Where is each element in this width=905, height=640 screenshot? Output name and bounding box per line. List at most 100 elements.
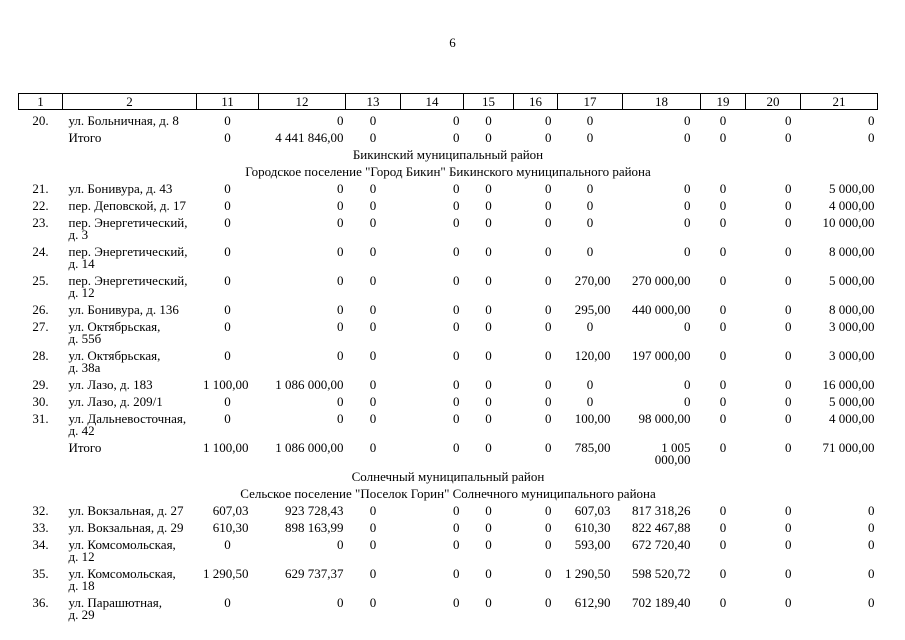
value-cell: 0 bbox=[337, 302, 344, 317]
table-row: 26. ул. Бонивура, д. 136 0 0 0 0 0 0 295,00 440 0… bbox=[19, 299, 878, 316]
value-cell: 0 bbox=[224, 181, 231, 196]
value-cell: 0 bbox=[453, 130, 460, 145]
section-row: Сельское поселение "Поселок Горин" Солне… bbox=[19, 483, 878, 500]
value-cell: 0 bbox=[868, 113, 875, 128]
value-cell: 0 bbox=[719, 113, 727, 128]
value-cell: 0 bbox=[337, 537, 344, 552]
address-cell: ул. Лазо, д. 183 bbox=[68, 377, 153, 392]
value-cell: 0 bbox=[719, 215, 727, 230]
value-cell: 71 000,00 bbox=[822, 440, 875, 455]
value-cell: 0 bbox=[337, 215, 344, 230]
value-cell: 0 bbox=[453, 113, 460, 128]
value-cell: 0 bbox=[453, 244, 460, 259]
value-cell: 1 290,50 bbox=[203, 566, 249, 581]
value-cell: 0 bbox=[453, 348, 460, 363]
value-cell: 0 bbox=[719, 181, 727, 196]
address-cell: пер. Деповской, д. 17 bbox=[68, 198, 187, 213]
row-number: 34. bbox=[32, 537, 49, 552]
value-cell: 1 005 000,00 bbox=[654, 440, 691, 467]
value-cell: 0 bbox=[337, 319, 344, 334]
value-cell: 0 bbox=[719, 348, 727, 363]
row-number: 26. bbox=[32, 302, 49, 317]
address-cell: пер. Энергетический, д. 14 bbox=[68, 244, 188, 271]
value-cell: 0 bbox=[224, 348, 231, 363]
value-cell: 0 bbox=[545, 273, 552, 288]
value-cell: 0 bbox=[485, 440, 492, 455]
value-cell: 0 bbox=[485, 503, 492, 518]
section-title: Сельское поселение "Поселок Горин" Солне… bbox=[240, 486, 656, 501]
value-cell: 270 000,00 bbox=[632, 273, 691, 288]
table-row: 23. пер. Энергетический, д. 3 0 0 0 0 0 0 0 0 0 0 10… bbox=[19, 212, 878, 241]
value-cell: 0 bbox=[224, 302, 231, 317]
address-cell: ул. Парашютная, д. 29 bbox=[68, 595, 163, 622]
value-cell: 0 bbox=[684, 244, 691, 259]
value-cell: 0 bbox=[719, 440, 727, 455]
value-cell: 702 189,40 bbox=[632, 595, 691, 610]
row-number bbox=[19, 437, 63, 466]
value-cell: 0 bbox=[719, 198, 727, 213]
row-number: 25. bbox=[32, 273, 49, 288]
row-number: 28. bbox=[32, 348, 49, 363]
value-cell: 0 bbox=[684, 198, 691, 213]
row-number: 27. bbox=[32, 319, 49, 334]
value-cell: 295,00 bbox=[574, 302, 611, 317]
value-cell: 0 bbox=[684, 130, 691, 145]
address-cell: ул. Октябрьская, д. 55б bbox=[68, 319, 161, 346]
value-cell: 0 bbox=[868, 566, 875, 581]
value-cell: 593,00 bbox=[574, 537, 611, 552]
address-cell: ул. Больничная, д. 8 bbox=[68, 113, 179, 128]
value-cell: 0 bbox=[224, 130, 231, 145]
value-cell: 0 bbox=[545, 537, 552, 552]
value-cell: 0 bbox=[337, 181, 344, 196]
table-row: 29. ул. Лазо, д. 183 1 100,00 1 086 000,00 0… bbox=[19, 374, 878, 391]
value-cell: 0 bbox=[485, 319, 492, 334]
value-cell: 0 bbox=[453, 215, 460, 230]
value-cell: 5 000,00 bbox=[829, 273, 875, 288]
value-cell: 0 bbox=[785, 537, 792, 552]
row-number: 24. bbox=[32, 244, 49, 259]
value-cell: 4 441 846,00 bbox=[275, 130, 344, 145]
table-row: 27. ул. Октябрьская, д. 55б 0 0 0 0 0 0 0 0 0 0 3 00… bbox=[19, 316, 878, 345]
value-cell: 0 bbox=[868, 130, 875, 145]
value-cell: 0 bbox=[545, 302, 552, 317]
value-cell: 0 bbox=[337, 348, 344, 363]
table-row: 31. ул. Дальневосточная, д. 42 0 0 0 0 0 0 100,0… bbox=[19, 408, 878, 437]
value-cell: 0 bbox=[785, 520, 792, 535]
value-cell: 0 bbox=[369, 302, 377, 317]
row-number: 31. bbox=[32, 411, 49, 426]
table-header: 1 2 11 12 13 14 15 16 17 18 19 20 21 bbox=[18, 93, 878, 110]
value-cell: 0 bbox=[785, 244, 792, 259]
value-cell: 0 bbox=[337, 394, 344, 409]
value-cell: 0 bbox=[868, 520, 875, 535]
value-cell: 0 bbox=[719, 273, 727, 288]
value-cell: 0 bbox=[586, 130, 594, 145]
value-cell: 0 bbox=[369, 503, 377, 518]
value-cell: 0 bbox=[485, 215, 492, 230]
section-row: Солнечный муниципальный район bbox=[19, 466, 878, 483]
value-cell: 0 bbox=[785, 595, 792, 610]
value-cell: 0 bbox=[719, 595, 727, 610]
value-cell: 120,00 bbox=[574, 348, 611, 363]
value-cell: 0 bbox=[369, 440, 377, 455]
value-cell: 5 000,00 bbox=[829, 181, 875, 196]
value-cell: 5 000,00 bbox=[829, 394, 875, 409]
value-cell: 0 bbox=[785, 411, 792, 426]
value-cell: 0 bbox=[369, 198, 377, 213]
value-cell: 0 bbox=[224, 537, 231, 552]
value-cell: 0 bbox=[453, 198, 460, 213]
value-cell: 98 000,00 bbox=[638, 411, 691, 426]
value-cell: 0 bbox=[586, 181, 594, 196]
value-cell: 0 bbox=[224, 244, 231, 259]
value-cell: 0 bbox=[684, 319, 691, 334]
table-row: 32. ул. Вокзальная, д. 27 607,03 923 728,43… bbox=[19, 500, 878, 517]
value-cell: 3 000,00 bbox=[829, 319, 875, 334]
row-number: 20. bbox=[32, 113, 49, 128]
value-cell: 440 000,00 bbox=[632, 302, 691, 317]
value-cell: 0 bbox=[785, 130, 792, 145]
value-cell: 0 bbox=[369, 319, 377, 334]
value-cell: 0 bbox=[586, 244, 594, 259]
value-cell: 0 bbox=[586, 394, 594, 409]
value-cell: 197 000,00 bbox=[632, 348, 691, 363]
table-row: 21. ул. Бонивура, д. 43 0 0 0 0 0 0 0 0 0 0 5 000,00 bbox=[19, 178, 878, 195]
